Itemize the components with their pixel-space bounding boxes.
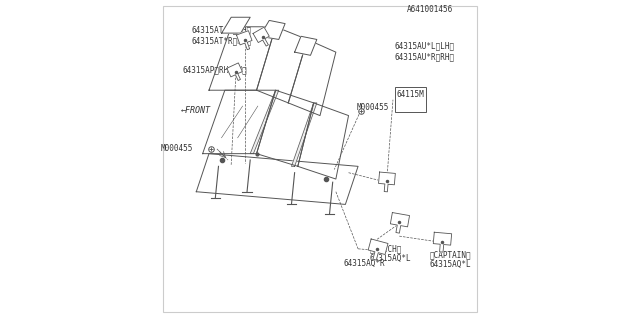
- Text: 〈CAPTAIN〉: 〈CAPTAIN〉: [429, 251, 471, 260]
- Polygon shape: [237, 31, 252, 50]
- Text: 64315AP〈RH,LH〉: 64315AP〈RH,LH〉: [182, 65, 247, 74]
- Polygon shape: [221, 17, 250, 33]
- Polygon shape: [260, 20, 285, 39]
- Polygon shape: [298, 103, 349, 179]
- Polygon shape: [390, 212, 410, 233]
- Polygon shape: [378, 172, 396, 192]
- Polygon shape: [227, 63, 243, 81]
- Text: A641001456: A641001456: [407, 5, 453, 14]
- Polygon shape: [250, 90, 279, 154]
- Polygon shape: [257, 90, 314, 166]
- Text: 64315AT*R〈RH〉: 64315AT*R〈RH〉: [191, 36, 252, 45]
- Text: M000455: M000455: [161, 144, 193, 153]
- Polygon shape: [203, 90, 276, 154]
- Polygon shape: [288, 39, 336, 116]
- Text: 64315AU*L〈LH〉: 64315AU*L〈LH〉: [394, 41, 454, 50]
- Polygon shape: [257, 27, 307, 103]
- Polygon shape: [196, 154, 358, 204]
- Polygon shape: [368, 239, 388, 260]
- Text: 64315AQ*L: 64315AQ*L: [369, 253, 411, 263]
- Text: 64315AT*L〈LH〉: 64315AT*L〈LH〉: [191, 25, 252, 35]
- Polygon shape: [253, 27, 269, 46]
- Polygon shape: [294, 36, 317, 55]
- Text: M000455: M000455: [356, 103, 389, 112]
- Polygon shape: [209, 27, 276, 90]
- Text: 64315AQ*R: 64315AQ*R: [344, 259, 385, 268]
- Text: ←FRONT: ←FRONT: [180, 106, 211, 115]
- Polygon shape: [291, 103, 317, 166]
- Text: 〈BENCH〉: 〈BENCH〉: [369, 244, 401, 253]
- Bar: [394, 87, 426, 112]
- Polygon shape: [433, 232, 452, 252]
- Text: 64315AQ*L: 64315AQ*L: [429, 260, 471, 269]
- Text: 64115M: 64115M: [396, 90, 424, 99]
- Text: 64315AU*R〈RH〉: 64315AU*R〈RH〉: [394, 52, 454, 61]
